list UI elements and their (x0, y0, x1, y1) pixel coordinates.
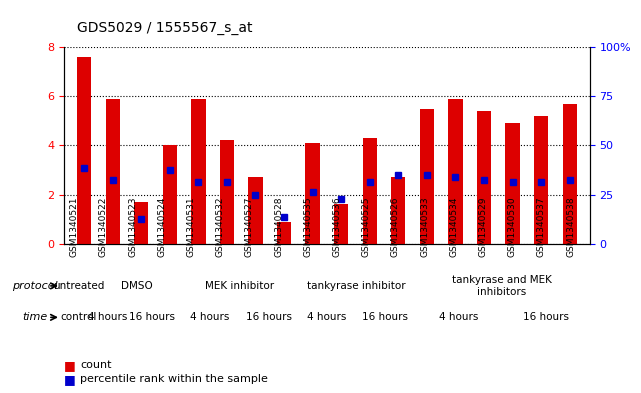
Text: 16 hours: 16 hours (246, 312, 292, 322)
Bar (391, 177, 406, 244)
Text: GSM1340525: GSM1340525 (362, 197, 370, 257)
Bar (106, 99, 120, 244)
Bar (77, 57, 91, 244)
Text: GSM1340537: GSM1340537 (537, 197, 546, 257)
Bar (334, 204, 348, 244)
Text: DMSO: DMSO (121, 281, 153, 291)
Text: untreated: untreated (53, 281, 104, 291)
Text: GSM1340527: GSM1340527 (245, 197, 254, 257)
Text: GSM1340523: GSM1340523 (128, 197, 137, 257)
Bar (534, 116, 548, 244)
Text: MEK inhibitor: MEK inhibitor (204, 281, 274, 291)
Text: GSM1340533: GSM1340533 (420, 197, 429, 257)
Text: 16 hours: 16 hours (523, 312, 569, 322)
Text: 16 hours: 16 hours (129, 312, 175, 322)
Text: control: control (60, 312, 97, 322)
Bar (306, 143, 320, 244)
Text: GSM1340531: GSM1340531 (187, 197, 196, 257)
Text: ■: ■ (64, 373, 76, 386)
Bar (420, 108, 434, 244)
Bar (163, 145, 177, 244)
Bar (277, 222, 291, 244)
Bar (506, 123, 520, 244)
Text: GSM1340529: GSM1340529 (479, 197, 488, 257)
Text: GSM1340538: GSM1340538 (566, 197, 575, 257)
Bar (220, 140, 234, 244)
Text: tankyrase and MEK
inhibitors: tankyrase and MEK inhibitors (452, 275, 552, 297)
Text: GSM1340521: GSM1340521 (70, 197, 79, 257)
Text: 16 hours: 16 hours (362, 312, 408, 322)
Bar (563, 104, 577, 244)
Text: 4 hours: 4 hours (307, 312, 347, 322)
Text: GSM1340536: GSM1340536 (333, 197, 342, 257)
Text: ■: ■ (64, 359, 76, 372)
Bar (477, 111, 491, 244)
Text: percentile rank within the sample: percentile rank within the sample (80, 374, 268, 384)
Text: GSM1340535: GSM1340535 (303, 197, 312, 257)
Text: time: time (22, 312, 48, 322)
Text: GSM1340522: GSM1340522 (99, 197, 108, 257)
Text: 4 hours: 4 hours (190, 312, 229, 322)
Text: GSM1340528: GSM1340528 (274, 197, 283, 257)
Text: count: count (80, 360, 112, 371)
Bar (134, 202, 148, 244)
Bar (363, 138, 377, 244)
Text: 4 hours: 4 hours (88, 312, 128, 322)
Text: protocol: protocol (12, 281, 58, 291)
Text: GSM1340526: GSM1340526 (391, 197, 400, 257)
Text: GSM1340532: GSM1340532 (216, 197, 225, 257)
Text: GSM1340530: GSM1340530 (508, 197, 517, 257)
Text: tankyrase inhibitor: tankyrase inhibitor (307, 281, 405, 291)
Text: GDS5029 / 1555567_s_at: GDS5029 / 1555567_s_at (77, 21, 253, 35)
Bar (448, 99, 463, 244)
Bar (248, 177, 263, 244)
Text: GSM1340534: GSM1340534 (449, 197, 458, 257)
Text: 4 hours: 4 hours (438, 312, 478, 322)
Bar (191, 99, 206, 244)
Text: GSM1340524: GSM1340524 (157, 197, 166, 257)
